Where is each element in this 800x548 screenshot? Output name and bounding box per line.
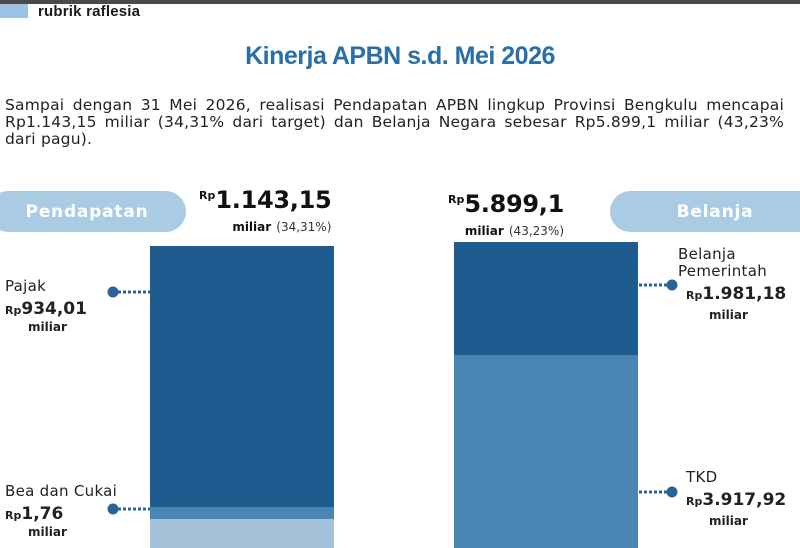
belanja-total-caption: miliar (43,23%) <box>448 220 564 239</box>
label-bea-cukai-unit: miliar <box>28 525 67 539</box>
bar-bea-cukai <box>150 507 334 519</box>
label-bea-cukai-name: Bea dan Cukai <box>5 482 118 500</box>
pendapatan-total-value: 1.143,15 <box>215 186 332 214</box>
label-belanja-pemerintah-name-1: Belanja <box>678 245 736 263</box>
pendapatan-total-unit: miliar <box>232 220 272 234</box>
pajak-dot <box>107 286 119 298</box>
label-bea-cukai-amount: Rp1,76 <box>5 504 117 524</box>
label-belanja-pemerintah-currency: Rp <box>686 289 703 302</box>
belanja-total: Rp5.899,1 miliar (43,23%) <box>448 190 564 239</box>
label-tkd-amount: Rp3.917,92 <box>686 490 786 510</box>
pendapatan-pill: Pendapatan <box>0 191 186 232</box>
page-title: Kinerja APBN s.d. Mei 2026 <box>245 42 555 70</box>
label-pajak-currency: Rp <box>5 304 22 317</box>
intro-paragraph: Sampai dengan 31 Mei 2026, realisasi Pen… <box>5 96 784 148</box>
bar-pendapatan-remainder <box>150 519 334 548</box>
brand: rubrik raflesia <box>0 2 140 20</box>
belanja-pemerintah-dot <box>666 279 678 291</box>
label-tkd-value: 3.917,92 <box>702 490 787 510</box>
label-belanja-pemerintah-name-2: Pemerintah <box>678 262 768 280</box>
label-pajak-amount: Rp934,01 <box>5 299 87 319</box>
belanja-pill: Belanja <box>610 191 800 232</box>
label-tkd: TKD Rp3.917,92 miliar <box>686 468 786 529</box>
label-tkd-unit: miliar <box>709 514 748 528</box>
label-tkd-currency: Rp <box>686 495 703 508</box>
brand-swatch <box>0 4 28 18</box>
label-pajak-unit: miliar <box>28 320 67 334</box>
bar-belanja-pemerintah <box>454 242 638 355</box>
pendapatan-total-currency: Rp <box>199 189 216 202</box>
label-belanja-pemerintah-amount: Rp1.981,18 <box>678 284 786 304</box>
bea-cukai-dot <box>107 503 119 515</box>
belanja-total-unit: miliar <box>464 224 504 238</box>
brand-name: rubrik raflesia <box>38 2 141 20</box>
belanja-total-currency: Rp <box>448 193 465 206</box>
label-pajak-name: Pajak <box>5 277 47 295</box>
label-belanja-pemerintah-value: 1.981,18 <box>702 284 787 304</box>
label-belanja-pemerintah-unit: miliar <box>709 308 748 322</box>
label-pajak-value: 934,01 <box>21 299 87 319</box>
tkd-dot <box>666 486 678 498</box>
pendapatan-total: Rp1.143,15 miliar (34,31%) <box>199 186 332 235</box>
label-bea-cukai-currency: Rp <box>5 509 22 522</box>
label-bea-cukai: Bea dan Cukai Rp1,76 miliar <box>5 482 118 540</box>
pendapatan-total-caption: miliar (34,31%) <box>199 216 331 235</box>
bar-pajak <box>150 246 334 507</box>
belanja-total-percent: (43,23%) <box>508 224 564 238</box>
label-pajak: Pajak Rp934,01 miliar <box>5 277 87 335</box>
bar-tkd <box>454 355 638 548</box>
label-tkd-name: TKD <box>686 468 718 486</box>
top-bar <box>0 0 800 4</box>
belanja-total-value: 5.899,1 <box>464 190 564 218</box>
label-bea-cukai-value: 1,76 <box>21 504 64 524</box>
label-belanja-pemerintah: Belanja Pemerintah Rp1.981,18 miliar <box>678 245 786 323</box>
pendapatan-total-percent: (34,31%) <box>276 220 332 234</box>
